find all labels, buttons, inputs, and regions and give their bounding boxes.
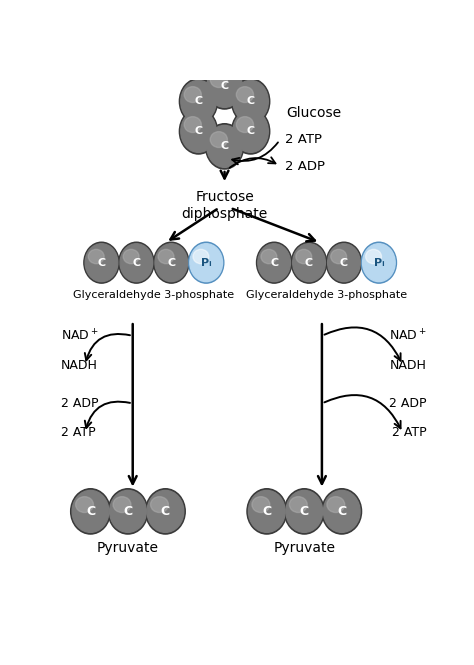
Ellipse shape (158, 249, 174, 264)
Text: NAD$^+$: NAD$^+$ (389, 328, 427, 344)
Ellipse shape (323, 490, 360, 533)
Text: C: C (337, 505, 346, 518)
Ellipse shape (292, 242, 327, 283)
Ellipse shape (154, 242, 189, 283)
Text: C: C (220, 81, 228, 91)
Ellipse shape (233, 80, 268, 122)
Text: Glyceraldehyde 3-phosphate: Glyceraldehyde 3-phosphate (246, 291, 407, 301)
Text: C: C (194, 126, 202, 136)
Ellipse shape (179, 78, 218, 124)
Text: Glyceraldehyde 3-phosphate: Glyceraldehyde 3-phosphate (73, 291, 235, 301)
Ellipse shape (88, 249, 104, 264)
Ellipse shape (72, 490, 109, 533)
Text: C: C (161, 505, 170, 518)
Ellipse shape (327, 497, 345, 513)
Text: C: C (305, 257, 313, 268)
Ellipse shape (184, 116, 201, 132)
Ellipse shape (113, 497, 131, 513)
Ellipse shape (119, 242, 154, 283)
Ellipse shape (120, 244, 153, 281)
Ellipse shape (326, 242, 362, 283)
Text: C: C (123, 505, 133, 518)
Ellipse shape (284, 489, 324, 534)
Ellipse shape (193, 249, 209, 264)
Text: C: C (340, 257, 348, 268)
Ellipse shape (331, 249, 346, 264)
Ellipse shape (293, 244, 325, 281)
Ellipse shape (205, 64, 244, 109)
Text: 2 ADP: 2 ADP (61, 397, 99, 410)
Ellipse shape (248, 490, 285, 533)
Ellipse shape (286, 490, 323, 533)
Text: C: C (98, 257, 106, 268)
Text: C: C (246, 126, 255, 136)
Ellipse shape (256, 242, 292, 283)
Ellipse shape (184, 86, 201, 102)
Ellipse shape (261, 249, 277, 264)
Text: C: C (194, 96, 202, 106)
Ellipse shape (189, 242, 224, 283)
Text: 2 ATP: 2 ATP (61, 426, 96, 440)
Ellipse shape (233, 110, 268, 152)
Text: C: C (246, 96, 255, 106)
Ellipse shape (296, 249, 312, 264)
Ellipse shape (237, 116, 254, 132)
Text: 2 ATP: 2 ATP (285, 132, 322, 146)
Text: 2 ATP: 2 ATP (392, 426, 427, 440)
Ellipse shape (71, 489, 110, 534)
Ellipse shape (147, 490, 184, 533)
Ellipse shape (210, 132, 228, 148)
Text: NAD$^+$: NAD$^+$ (61, 328, 99, 344)
Ellipse shape (258, 244, 291, 281)
Ellipse shape (237, 86, 254, 102)
Ellipse shape (146, 489, 185, 534)
Text: C: C (262, 505, 272, 518)
Ellipse shape (252, 497, 270, 513)
Ellipse shape (361, 242, 396, 283)
Ellipse shape (207, 65, 242, 107)
Ellipse shape (363, 244, 395, 281)
Ellipse shape (322, 489, 362, 534)
Text: NADH: NADH (61, 358, 98, 372)
Text: C: C (86, 505, 95, 518)
Text: Glucose: Glucose (287, 106, 342, 120)
Text: C: C (167, 257, 175, 268)
Text: Pyruvate: Pyruvate (97, 541, 159, 555)
Ellipse shape (151, 497, 168, 513)
Text: Pᵢ: Pᵢ (201, 257, 211, 268)
Ellipse shape (85, 244, 118, 281)
Text: C: C (132, 257, 140, 268)
Text: C: C (300, 505, 309, 518)
Ellipse shape (290, 497, 307, 513)
Ellipse shape (231, 108, 270, 154)
Ellipse shape (210, 72, 228, 88)
Ellipse shape (123, 249, 139, 264)
Ellipse shape (328, 244, 360, 281)
Text: Pᵢ: Pᵢ (374, 257, 384, 268)
Ellipse shape (179, 108, 218, 154)
Text: NADH: NADH (390, 358, 427, 372)
Text: C: C (270, 257, 278, 268)
Ellipse shape (181, 110, 216, 152)
Ellipse shape (205, 124, 244, 169)
Text: 2 ADP: 2 ADP (389, 397, 427, 410)
Ellipse shape (155, 244, 188, 281)
Ellipse shape (231, 78, 270, 124)
Ellipse shape (247, 489, 287, 534)
Ellipse shape (181, 80, 216, 122)
Ellipse shape (75, 497, 93, 513)
Ellipse shape (84, 242, 119, 283)
Ellipse shape (108, 489, 148, 534)
Text: Fructose
diphosphate: Fructose diphosphate (182, 190, 268, 221)
Text: Pyruvate: Pyruvate (273, 541, 335, 555)
Ellipse shape (365, 249, 382, 264)
Ellipse shape (207, 126, 242, 168)
Ellipse shape (109, 490, 146, 533)
Text: C: C (220, 142, 228, 152)
Ellipse shape (190, 244, 222, 281)
Text: 2 ADP: 2 ADP (285, 160, 325, 173)
